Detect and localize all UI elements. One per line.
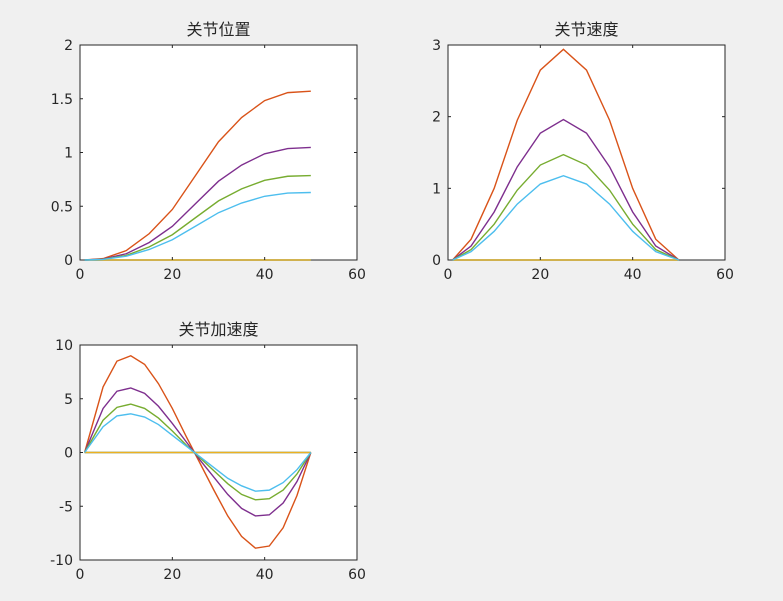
y-tick-label: 2 — [432, 110, 441, 126]
y-tick-label: 3 — [432, 38, 441, 54]
y-tick-label: 0 — [432, 253, 441, 269]
subplot-3: 0 20 40 60 -10 -5 0 5 10 关节加速度 — [50, 320, 366, 583]
y-tick-label: 1 — [432, 181, 441, 197]
x-tick-label: 20 — [163, 267, 181, 283]
y-tick-label: 5 — [64, 392, 73, 408]
series-line-2 — [452, 48, 680, 261]
series-line-4 — [84, 146, 311, 261]
y-tick-label: 2 — [64, 38, 73, 54]
x-tick-label: 20 — [531, 267, 549, 283]
y-tick-label: -10 — [50, 553, 73, 569]
x-tick-label: 40 — [256, 567, 274, 583]
series-line-6 — [84, 413, 312, 492]
y-tick-label: 1 — [64, 146, 73, 162]
chart-title: 关节位置 — [186, 20, 250, 39]
series-line-5 — [84, 403, 312, 501]
y-tick-label: 10 — [55, 338, 73, 354]
series-line-2 — [84, 90, 311, 261]
chart-title: 关节速度 — [554, 20, 618, 39]
y-tick-label: 0.5 — [51, 199, 73, 215]
x-tick-label: 60 — [348, 567, 366, 583]
series-line-4 — [452, 118, 680, 261]
y-tick-label: 0 — [64, 446, 73, 462]
y-tick-label: 0 — [64, 253, 73, 269]
x-tick-label: 0 — [76, 267, 85, 283]
x-tick-label: 60 — [716, 267, 734, 283]
x-tick-label: 60 — [348, 267, 366, 283]
plot-area — [447, 44, 726, 261]
series-line-4 — [83, 387, 312, 517]
series-line-2 — [83, 354, 312, 549]
x-tick-label: 40 — [256, 267, 274, 283]
x-tick-label: 20 — [163, 567, 181, 583]
series-line-5 — [452, 153, 680, 261]
plot-area — [79, 44, 358, 261]
y-tick-label: 1.5 — [51, 92, 73, 108]
series-line-6 — [84, 191, 311, 261]
y-tick-label: -5 — [59, 499, 73, 515]
x-tick-label: 40 — [624, 267, 642, 283]
series-line-6 — [452, 174, 680, 261]
subplot-2: 0 20 40 60 0 1 2 3 关节速度 — [432, 20, 734, 283]
subplot-1: 0 20 40 60 0 0.5 1 1.5 2 关节位置 — [51, 20, 366, 283]
x-tick-label: 0 — [76, 567, 85, 583]
chart-title: 关节加速度 — [178, 320, 258, 339]
x-tick-label: 0 — [444, 267, 453, 283]
